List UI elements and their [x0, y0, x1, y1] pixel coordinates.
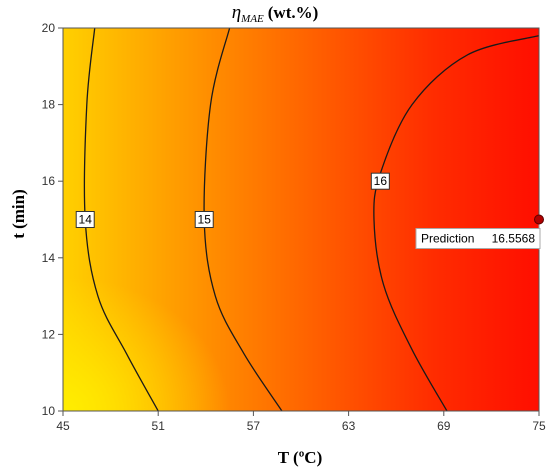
y-axis: 10 12 14 16 18 20: [42, 21, 63, 418]
contour-lines: [83, 27, 540, 412]
contour-label-box: [194, 211, 214, 228]
contour-label-box: [370, 172, 390, 190]
x-axis-label: T (ºC): [277, 448, 323, 467]
x-tick-label: 57: [247, 419, 261, 433]
y-axis-label: t (min): [9, 189, 28, 239]
contour-fill-highlight: [63, 28, 539, 411]
prediction-box: [415, 228, 541, 249]
x-tick-label: 45: [56, 419, 70, 433]
contour-label-14: 14: [79, 213, 93, 227]
title-unit: (wt.%): [267, 3, 319, 22]
contour-line-14: [83, 27, 159, 412]
y-tick-label: 14: [42, 251, 56, 265]
x-tick-label: 51: [152, 419, 166, 433]
y-tick-label: 20: [42, 21, 56, 35]
contour-label-box: [75, 211, 95, 228]
contour-line-16: [373, 35, 540, 412]
x-tick-label: 63: [342, 419, 356, 433]
contour-label-16: 16: [374, 174, 388, 188]
y-tick-label: 12: [42, 327, 56, 341]
y-tick-label: 10: [42, 404, 56, 418]
x-tick-label: 69: [437, 419, 451, 433]
contour-line-15: [203, 27, 283, 412]
prediction-marker: Prediction 16.5568: [415, 214, 544, 250]
y-tick-label: 16: [42, 174, 56, 188]
prediction-value: 16.5568: [492, 232, 536, 246]
x-axis: 45 51 57 63 69 75: [56, 411, 546, 433]
contour-label-15: 15: [198, 213, 212, 227]
title-symbol: η: [231, 2, 242, 23]
prediction-label: Prediction: [421, 232, 474, 246]
x-tick-label: 75: [532, 419, 546, 433]
plot-area: [63, 28, 539, 411]
contour-labels: 14 15 16: [75, 172, 390, 228]
y-tick-label: 18: [42, 98, 56, 112]
prediction-point: [534, 214, 544, 225]
chart-title: ηMAE (wt.%): [0, 2, 550, 25]
title-subscript: MAE: [241, 13, 264, 25]
